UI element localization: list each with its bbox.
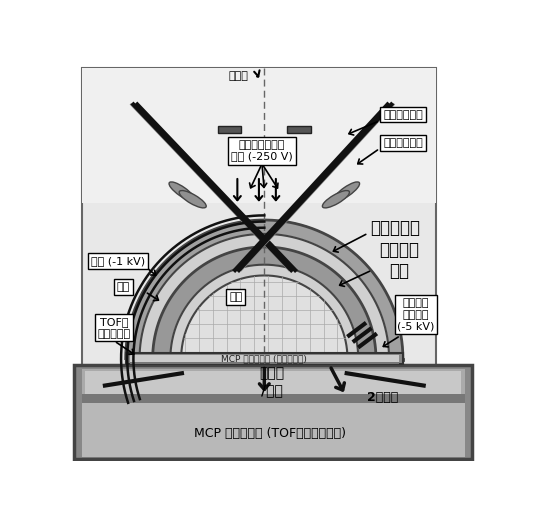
Bar xyxy=(82,394,464,404)
Polygon shape xyxy=(171,265,358,358)
Text: イオン
/中性: イオン /中性 xyxy=(260,367,285,397)
Text: 2次電子: 2次電子 xyxy=(367,391,398,404)
Text: TOF型
質量分析部: TOF型 質量分析部 xyxy=(98,317,131,339)
Ellipse shape xyxy=(169,182,195,201)
Text: 中殻 (-1 kV): 中殻 (-1 kV) xyxy=(91,256,145,266)
Text: 内殻: 内殻 xyxy=(229,292,243,302)
Bar xyxy=(130,362,399,364)
Text: 軸対称: 軸対称 xyxy=(229,71,249,81)
Text: 電子の軸道: 電子の軸道 xyxy=(370,219,420,237)
Bar xyxy=(82,404,464,457)
Text: コリメーター内
電極 (-250 V): コリメーター内 電極 (-250 V) xyxy=(231,140,293,162)
Text: 下部偏向電極: 下部偏向電極 xyxy=(383,138,423,148)
Bar xyxy=(130,355,399,362)
Bar xyxy=(85,371,462,394)
Polygon shape xyxy=(181,276,348,358)
Polygon shape xyxy=(152,247,376,358)
Bar xyxy=(82,369,464,455)
Bar xyxy=(82,68,436,203)
Polygon shape xyxy=(126,220,403,358)
Bar xyxy=(74,365,472,459)
Ellipse shape xyxy=(334,182,360,201)
Ellipse shape xyxy=(322,191,350,208)
Text: カーボン
フォイル
(-5 kV): カーボン フォイル (-5 kV) xyxy=(397,298,435,332)
Text: 外殻: 外殻 xyxy=(117,282,130,292)
Bar xyxy=(126,353,403,364)
Text: MCP アセンブリ (電子検出用): MCP アセンブリ (電子検出用) xyxy=(221,354,307,363)
Bar xyxy=(82,68,436,369)
Polygon shape xyxy=(140,234,389,358)
Text: MCP アセンブリ (TOF型質量分析用): MCP アセンブリ (TOF型質量分析用) xyxy=(193,427,346,440)
Text: イオンの
軸道: イオンの 軸道 xyxy=(379,241,419,280)
Ellipse shape xyxy=(179,191,206,208)
Text: 上部偏向電極: 上部偏向電極 xyxy=(383,109,423,120)
Bar xyxy=(218,126,241,133)
Polygon shape xyxy=(126,220,403,358)
Bar xyxy=(287,126,311,133)
